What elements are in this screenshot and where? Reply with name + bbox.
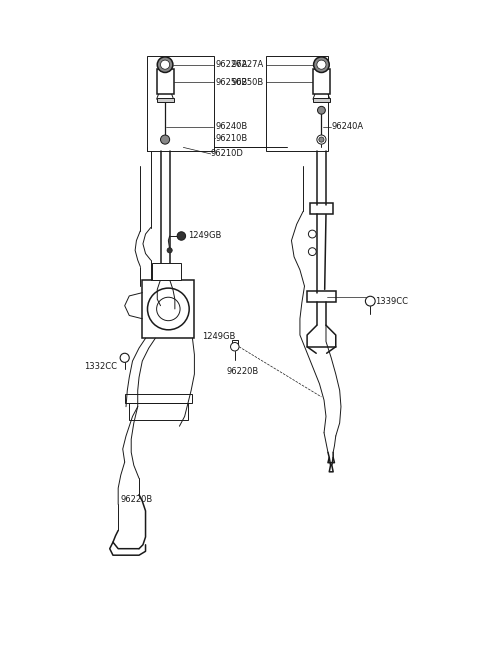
Circle shape	[120, 353, 129, 363]
Circle shape	[157, 57, 173, 72]
Circle shape	[160, 60, 169, 69]
Bar	[313, 69, 330, 94]
Bar	[147, 57, 214, 151]
Text: 96227A: 96227A	[232, 60, 264, 69]
Text: 96250B: 96250B	[216, 78, 248, 87]
Circle shape	[230, 342, 239, 351]
Circle shape	[167, 248, 172, 253]
Circle shape	[319, 137, 324, 142]
Bar	[307, 290, 336, 302]
Bar	[156, 69, 174, 94]
Bar	[125, 394, 192, 403]
Text: 1249GB: 1249GB	[202, 332, 236, 342]
Text: 96227A: 96227A	[216, 60, 248, 69]
Bar	[129, 403, 188, 420]
Bar	[231, 340, 238, 346]
Circle shape	[160, 135, 169, 144]
Text: 1249GB: 1249GB	[188, 231, 221, 240]
Circle shape	[318, 106, 325, 114]
Circle shape	[177, 232, 186, 240]
Text: 1339CC: 1339CC	[375, 297, 408, 306]
Bar	[152, 263, 181, 280]
Circle shape	[313, 57, 329, 72]
Bar	[156, 98, 174, 102]
Bar	[266, 57, 328, 151]
Circle shape	[317, 135, 326, 144]
Text: 96220B: 96220B	[227, 367, 259, 376]
Text: 96210B: 96210B	[216, 134, 248, 143]
Text: 1332CC: 1332CC	[84, 362, 118, 371]
Text: 96220B: 96220B	[121, 495, 153, 504]
Circle shape	[365, 296, 375, 306]
Text: 96210D: 96210D	[211, 149, 243, 158]
Text: 96250B: 96250B	[232, 78, 264, 87]
Bar	[310, 203, 333, 214]
Text: 96240A: 96240A	[331, 122, 363, 131]
Bar	[142, 280, 194, 338]
Circle shape	[317, 60, 326, 69]
Bar	[313, 98, 330, 102]
Text: 96240B: 96240B	[216, 122, 248, 131]
